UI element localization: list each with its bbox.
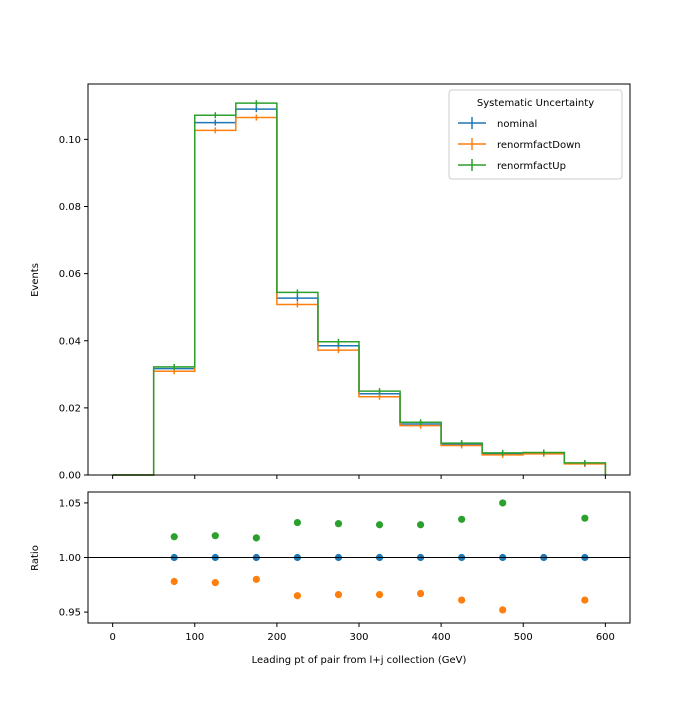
ratio-point-renormfactDown xyxy=(458,596,465,603)
ratio-point-renormfactDown xyxy=(212,579,219,586)
ratio-point-renormfactDown xyxy=(581,596,588,603)
x-tick-label: 200 xyxy=(267,632,286,643)
legend-label: nominal xyxy=(497,119,537,130)
y-tick-label: 0.10 xyxy=(59,135,81,146)
ratio-point-renormfactUp xyxy=(335,520,342,527)
ratio-point-renormfactDown xyxy=(171,578,178,585)
ratio-points-group xyxy=(171,499,589,613)
ratio-point-renormfactUp xyxy=(417,521,424,528)
y-tick-label: 0.02 xyxy=(59,403,81,414)
legend: Systematic Uncertainty nominal renormfact… xyxy=(449,90,622,179)
ratio-y-tick-label: 1.00 xyxy=(59,553,81,564)
x-tick-label: 300 xyxy=(349,632,368,643)
ratio-y-tick-label: 0.95 xyxy=(59,608,81,619)
y-tick-label: 0.04 xyxy=(59,336,81,347)
events-y-axis-label: Events xyxy=(30,263,41,297)
legend-title: Systematic Uncertainty xyxy=(477,98,594,109)
x-tick-label: 0 xyxy=(109,632,115,643)
ratio-y-axis: 0.95 1.00 1.05 xyxy=(59,498,88,618)
x-axis-label: Leading pt of pair from l+j collection (… xyxy=(252,655,467,666)
ratio-point-renormfactDown xyxy=(253,576,260,583)
ratio-point-renormfactUp xyxy=(499,499,506,506)
y-tick-label: 0.08 xyxy=(59,202,81,213)
ratio-x-axis: 0 100 200 300 400 500 600 xyxy=(109,623,614,643)
events-y-axis: 0.00 0.02 0.04 0.06 0.08 0.10 xyxy=(59,135,88,482)
ratio-y-axis-label: Ratio xyxy=(30,545,41,571)
legend-label: renormfactDown xyxy=(497,140,581,151)
ratio-point-renormfactUp xyxy=(212,532,219,539)
ratio-point-renormfactDown xyxy=(376,591,383,598)
ratio-point-renormfactUp xyxy=(253,534,260,541)
ratio-point-renormfactUp xyxy=(171,533,178,540)
ratio-point-renormfactDown xyxy=(335,591,342,598)
x-tick-label: 500 xyxy=(514,632,533,643)
ratio-point-renormfactDown xyxy=(417,590,424,597)
x-tick-label: 600 xyxy=(596,632,615,643)
ratio-point-renormfactUp xyxy=(581,515,588,522)
ratio-point-renormfactDown xyxy=(499,606,506,613)
x-tick-label: 100 xyxy=(185,632,204,643)
chart: 0.00 0.02 0.04 0.06 0.08 0.10 Events Systemat… xyxy=(0,0,700,700)
y-tick-label: 0.06 xyxy=(59,269,81,280)
ratio-panel: 0.95 1.00 1.05 0 100 200 300 400 500 600 Ratio L… xyxy=(30,492,630,666)
ratio-point-renormfactUp xyxy=(376,521,383,528)
y-tick-label: 0.00 xyxy=(59,471,81,482)
ratio-y-tick-label: 1.05 xyxy=(59,498,81,509)
ratio-point-renormfactDown xyxy=(294,592,301,599)
ratio-point-renormfactUp xyxy=(294,519,301,526)
legend-label: renormfactUp xyxy=(497,161,566,172)
x-tick-label: 400 xyxy=(432,632,451,643)
events-x-ticks xyxy=(113,475,606,479)
ratio-point-renormfactUp xyxy=(458,516,465,523)
